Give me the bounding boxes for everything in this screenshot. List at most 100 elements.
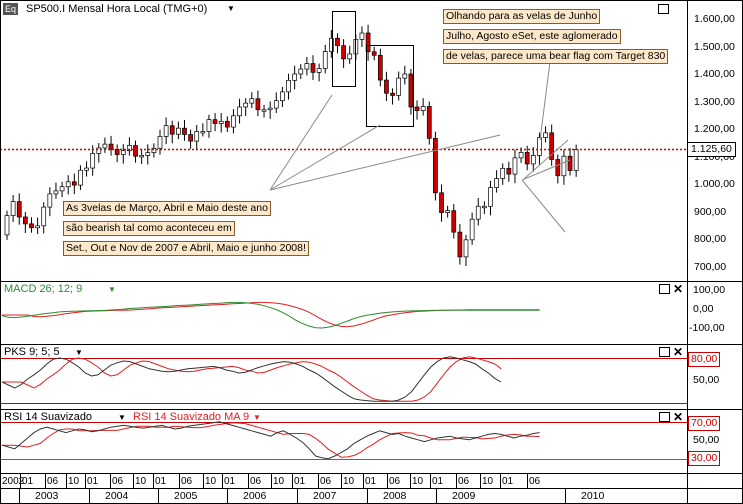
- bear-candle: [182, 127, 187, 135]
- annotation-right-line: Olhando para as velas de Junho: [443, 9, 601, 24]
- bull-candle: [59, 186, 65, 192]
- bear-candle: [310, 63, 316, 73]
- x-month-label: 10: [205, 476, 217, 487]
- bull-candle: [41, 206, 47, 227]
- trend-line: [521, 179, 566, 233]
- x-month-label: 06: [389, 476, 401, 487]
- x-month-label: 01: [22, 476, 34, 487]
- x-month-label: 01: [432, 476, 444, 487]
- pks-chart[interactable]: [0, 344, 690, 406]
- bull-candle: [530, 155, 536, 165]
- bull-candle: [518, 152, 524, 159]
- bull-candle: [543, 132, 548, 138]
- x-month-label: 01: [365, 476, 377, 487]
- bull-candle: [359, 32, 365, 40]
- pks-signal-line: [2, 356, 502, 402]
- bull-candle: [84, 167, 89, 171]
- bull-candle: [139, 155, 144, 158]
- bear-candle: [457, 231, 463, 258]
- macd-line: [1, 301, 540, 329]
- x-month-label: 10: [343, 476, 355, 487]
- x-month-label: 06: [529, 476, 541, 487]
- bull-candle: [316, 68, 322, 73]
- bear-candle: [371, 51, 377, 56]
- x-month-label: 06: [320, 476, 332, 487]
- x-month-label: 06: [47, 476, 59, 487]
- x-year-label: 2005: [174, 490, 198, 502]
- x-month-label: 01: [224, 476, 236, 487]
- pks-y-tick: 50,00: [693, 374, 720, 386]
- bear-candle: [426, 106, 432, 139]
- x-year-label: 2007: [313, 490, 337, 502]
- rsi-chart[interactable]: [0, 409, 690, 473]
- bear-candle: [255, 98, 261, 111]
- bull-candle: [402, 73, 408, 79]
- bull-candle: [500, 167, 506, 179]
- macd-y-tick: 100,00: [693, 284, 726, 296]
- bear-candle: [169, 125, 175, 135]
- bear-candle: [451, 210, 457, 233]
- bull-candle: [420, 106, 426, 111]
- macd-chart[interactable]: [0, 281, 690, 343]
- price-y-tick: 1.600,00: [694, 13, 735, 25]
- bull-candle: [273, 100, 279, 109]
- bear-candle: [439, 192, 444, 213]
- bear-candle: [133, 145, 138, 157]
- bear-candle: [71, 181, 77, 186]
- bull-candle: [78, 169, 83, 186]
- bull-candle: [218, 120, 224, 124]
- bear-candle: [16, 201, 22, 218]
- bear-candle: [188, 134, 193, 142]
- bear-candle: [23, 216, 28, 225]
- bull-candle: [482, 205, 487, 209]
- bull-candle: [145, 152, 151, 156]
- bear-candle: [408, 73, 414, 108]
- price-y-tick: 1.000,00: [694, 178, 735, 190]
- bull-candle: [322, 51, 328, 69]
- bull-candle: [157, 136, 163, 149]
- x-month-label: 06: [181, 476, 193, 487]
- macd-signal-line: [2, 301, 540, 328]
- bull-candle: [475, 205, 481, 220]
- bull-candle: [206, 119, 212, 132]
- bear-candle: [414, 106, 420, 111]
- annotation-right-line: de velas, parece uma bear flag com Targe…: [443, 49, 669, 64]
- bull-candle: [304, 63, 310, 70]
- bull-candle: [494, 178, 499, 188]
- bear-candle: [341, 45, 346, 60]
- price-y-tick: 1.300,00: [694, 95, 735, 108]
- bull-candle: [463, 239, 469, 258]
- x-year-label: 2009: [452, 490, 476, 502]
- bull-candle: [537, 137, 542, 156]
- rsi-upper-tag: 70,00: [688, 416, 721, 431]
- bull-candle: [243, 102, 249, 108]
- bear-candle: [212, 119, 218, 124]
- x-month-label: 10: [135, 476, 147, 487]
- bear-candle: [224, 120, 230, 128]
- bull-candle: [47, 193, 53, 208]
- bull-candle: [298, 68, 304, 75]
- bull-candle: [120, 150, 126, 155]
- bear-candle: [506, 167, 512, 175]
- trend-line: [269, 94, 333, 191]
- bear-candle: [335, 37, 340, 47]
- trend-line: [269, 124, 381, 191]
- x-month-label: 06: [250, 476, 262, 487]
- bull-candle: [347, 53, 353, 60]
- macd-y-tick: -100,00: [689, 322, 725, 334]
- bull-candle: [512, 157, 518, 175]
- bull-candle: [286, 79, 291, 93]
- x-month-label: 10: [68, 476, 80, 487]
- bear-candle: [377, 54, 383, 81]
- x-month-label: 2002: [2, 476, 25, 487]
- bull-candle: [90, 153, 96, 169]
- x-month-label: 01: [294, 476, 306, 487]
- price-y-tick: 1.500,00: [694, 40, 735, 53]
- price-y-tick: 800,00: [694, 233, 727, 245]
- trend-line: [269, 134, 501, 191]
- price-y-tick: 1.400,00: [694, 68, 735, 80]
- macd-y-tick: 0,00: [693, 303, 714, 315]
- price-y-tick: 900,00: [694, 205, 727, 218]
- bull-candle: [176, 127, 181, 135]
